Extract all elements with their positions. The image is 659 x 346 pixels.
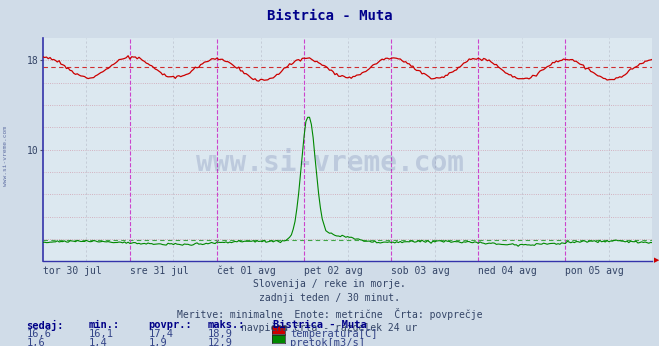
Text: povpr.:: povpr.: (148, 320, 192, 330)
Text: sre 31 jul: sre 31 jul (130, 266, 188, 276)
Text: 16,1: 16,1 (89, 329, 114, 339)
Text: temperatura[C]: temperatura[C] (290, 329, 378, 339)
Text: pon 05 avg: pon 05 avg (565, 266, 624, 276)
Text: min.:: min.: (89, 320, 120, 330)
Text: www.si-vreme.com: www.si-vreme.com (3, 126, 8, 186)
Text: 16,6: 16,6 (26, 329, 51, 339)
Text: ▶: ▶ (654, 257, 659, 263)
Text: čet 01 avg: čet 01 avg (217, 266, 275, 276)
Text: maks.:: maks.: (208, 320, 245, 330)
Text: sedaj:: sedaj: (26, 320, 64, 331)
Text: 1,6: 1,6 (26, 338, 45, 346)
Text: 17,4: 17,4 (148, 329, 173, 339)
Text: 18,9: 18,9 (208, 329, 233, 339)
Text: Meritve: minimalne  Enote: metrične  Črta: povprečje: Meritve: minimalne Enote: metrične Črta:… (177, 308, 482, 320)
Text: Slovenija / reke in morje.: Slovenija / reke in morje. (253, 279, 406, 289)
Text: 1,4: 1,4 (89, 338, 107, 346)
Text: Bistrica - Muta: Bistrica - Muta (267, 9, 392, 22)
Text: navpična črta - razdelek 24 ur: navpična črta - razdelek 24 ur (241, 322, 418, 333)
Text: pretok[m3/s]: pretok[m3/s] (290, 338, 365, 346)
Text: zadnji teden / 30 minut.: zadnji teden / 30 minut. (259, 293, 400, 303)
Text: www.si-vreme.com: www.si-vreme.com (196, 149, 463, 176)
Text: tor 30 jul: tor 30 jul (43, 266, 101, 276)
Text: pet 02 avg: pet 02 avg (304, 266, 363, 276)
Text: Bistrica - Muta: Bistrica - Muta (273, 320, 367, 330)
Text: 12,9: 12,9 (208, 338, 233, 346)
Text: ned 04 avg: ned 04 avg (478, 266, 537, 276)
Text: 1,9: 1,9 (148, 338, 167, 346)
Text: sob 03 avg: sob 03 avg (391, 266, 450, 276)
